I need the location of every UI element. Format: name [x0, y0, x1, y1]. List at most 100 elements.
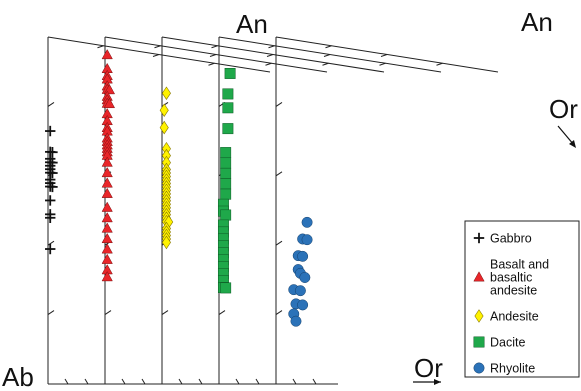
legend-label: Dacite [490, 336, 525, 350]
axis-tick [275, 310, 283, 316]
axis-tick [292, 378, 297, 385]
data-point [101, 271, 113, 282]
data-point [220, 178, 232, 190]
axis-tick [379, 62, 386, 66]
corner-label-an-right: An [521, 7, 553, 37]
axis-tick [47, 240, 55, 246]
axis-tick [208, 62, 215, 66]
data-point [290, 315, 302, 327]
data-point [220, 282, 232, 294]
series-triangle [101, 48, 116, 282]
data-point [101, 253, 113, 264]
ternary-frames [47, 36, 499, 385]
legend-marker-basalt [473, 271, 485, 282]
data-points [45, 48, 313, 327]
axis-tick [161, 310, 169, 316]
data-point [297, 299, 309, 311]
legend-label: Andesite [490, 310, 539, 324]
data-point [159, 103, 169, 118]
axis-tick [275, 101, 283, 107]
data-point [222, 88, 234, 100]
axis-tick [323, 54, 331, 57]
data-point [222, 123, 234, 135]
axis-tick [268, 45, 275, 49]
axis-tick [255, 378, 260, 385]
ternary-panel-4 [275, 36, 499, 385]
data-point [220, 147, 232, 159]
corner-label-or-side: Or [549, 94, 578, 124]
data-point [101, 166, 113, 178]
legend-label: andesite [490, 284, 537, 298]
data-point [101, 177, 113, 188]
data-point [47, 167, 58, 179]
axis-tick [265, 62, 272, 66]
data-point [101, 201, 113, 212]
axis-tick [47, 310, 55, 316]
ternary-panel-0 [47, 36, 271, 385]
axis-tick [141, 378, 146, 385]
axis-tick [198, 378, 203, 385]
data-point [103, 97, 116, 109]
data-point [101, 156, 113, 167]
legend-marker-dacite [473, 336, 485, 348]
data-point [47, 147, 58, 158]
axis-tick [211, 45, 218, 49]
data-point [224, 68, 236, 79]
axis-tick [47, 101, 55, 107]
or-side-arrowhead [569, 140, 576, 148]
legend-box [464, 220, 580, 378]
data-point [220, 188, 232, 200]
ternary-panel-2 [161, 36, 385, 385]
axis-tick [97, 45, 104, 49]
series-circle [288, 216, 313, 327]
legend-label: Gabbro [490, 232, 532, 246]
data-point [294, 285, 306, 297]
data-point [45, 212, 56, 223]
axis-tick [275, 240, 283, 246]
corner-label-ab: Ab [2, 362, 34, 391]
legend-marker-andesite [474, 309, 484, 323]
legend-label: Basalt and [490, 258, 549, 272]
series-diamond [159, 86, 174, 250]
axis-tick [64, 378, 69, 385]
axis-tick [436, 62, 443, 66]
axis-tick [266, 54, 274, 57]
data-point [45, 125, 56, 137]
axis-tick [275, 171, 283, 177]
data-point [101, 48, 113, 60]
data-point [222, 102, 234, 114]
ternary-panel-1 [104, 36, 328, 385]
data-point [220, 209, 232, 221]
axis-tick [152, 54, 160, 57]
data-point [159, 120, 169, 135]
axis-tick [312, 378, 317, 385]
data-point [45, 195, 56, 206]
or-bottom-arrowhead [434, 379, 441, 385]
data-point [47, 181, 58, 193]
data-point [299, 272, 311, 283]
legend-label: Rhyolite [490, 362, 535, 376]
data-point [220, 167, 232, 179]
data-point [297, 250, 309, 262]
axis-tick [121, 378, 126, 385]
axis-tick [380, 54, 388, 57]
axis-tick [178, 378, 183, 385]
data-point [101, 222, 113, 233]
data-point [101, 243, 113, 254]
corner-label-or-bottom: Or [414, 353, 443, 383]
data-point [301, 216, 313, 228]
data-point [45, 243, 56, 255]
axis-tick [104, 310, 112, 316]
axis-tick [84, 378, 89, 385]
axis-tick [322, 62, 329, 66]
data-point [220, 157, 232, 169]
axis-tick [154, 45, 161, 49]
or-side-arrow-line [557, 125, 575, 146]
data-point [161, 86, 171, 101]
axis-tick [218, 310, 226, 316]
axis-tick [235, 378, 240, 385]
data-point [47, 157, 58, 168]
